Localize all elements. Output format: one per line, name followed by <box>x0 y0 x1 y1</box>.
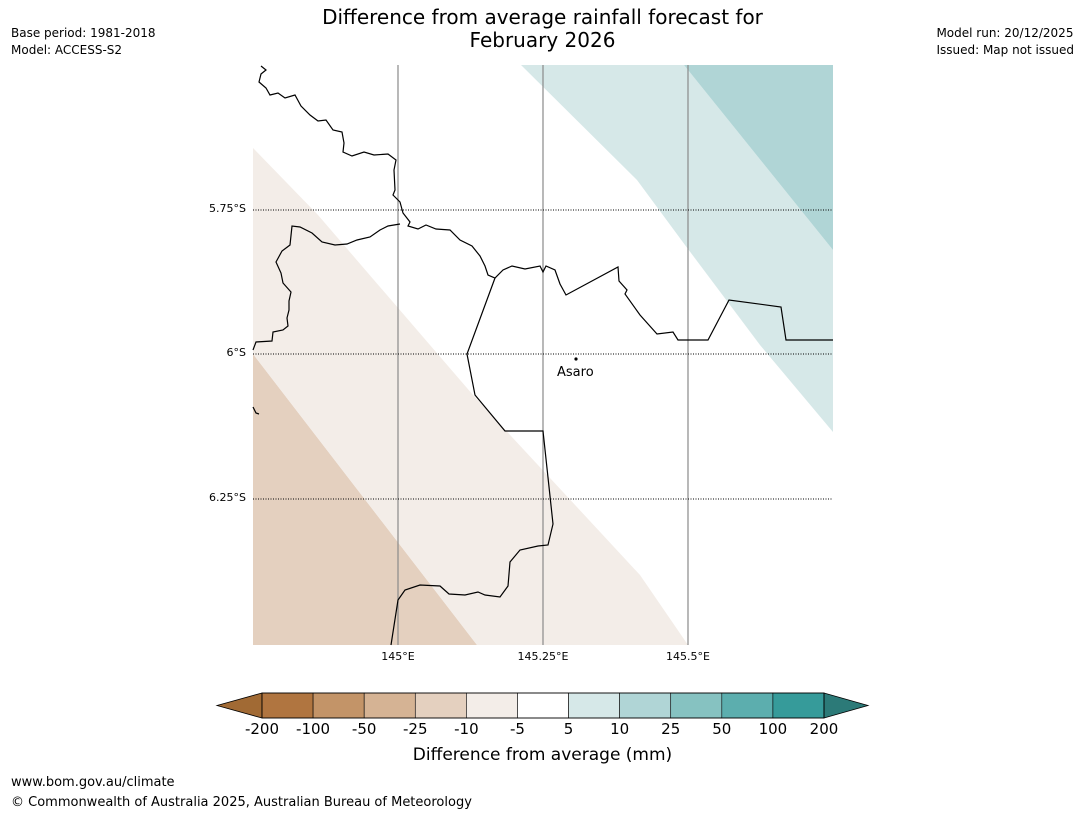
band-5-10 <box>521 65 833 432</box>
colorbar-tick-label: -100 <box>296 720 331 738</box>
colorbar-tick-label: 25 <box>661 720 681 738</box>
colorbar-tick-label: -5 <box>509 720 525 738</box>
colorbar-segment <box>261 692 314 719</box>
colorbar-outline <box>261 692 825 719</box>
colorbar-tick-label: 10 <box>610 720 630 738</box>
lon-label-145-5e: 145.5°E <box>666 650 710 663</box>
colorbar-tick-label: -200 <box>244 720 280 738</box>
title-line-1: Difference from average rainfall forecas… <box>322 5 763 29</box>
province-boundary-north <box>258 65 833 341</box>
lat-label-6-25s: 6.25°S <box>209 491 246 504</box>
colorbar-arrow-high <box>823 692 870 719</box>
colorbar-tick-label: -10 <box>454 720 479 738</box>
place-marker <box>574 357 578 361</box>
colorbar-tick-label: -50 <box>351 720 377 738</box>
map-title: Difference from average rainfall forecas… <box>0 6 1085 52</box>
colorbar-segment <box>619 692 672 719</box>
issued-status: Issued: Map not issued <box>936 43 1074 57</box>
model-run: Model run: 20/12/2025 <box>936 26 1074 40</box>
colorbar-tick-label: 100 <box>758 720 788 738</box>
lon-label-145-25e: 145.25°E <box>517 650 569 663</box>
colorbar-tick-label: -25 <box>403 720 428 738</box>
colorbar-segment <box>721 692 774 719</box>
colorbar-segment <box>670 692 723 719</box>
colorbar-tick-label: 200 <box>809 720 839 738</box>
colorbar-segment <box>568 692 620 719</box>
province-boundary-central <box>390 277 554 646</box>
colorbar-tick-label: 5 <box>563 720 574 738</box>
colorbar-segment <box>517 692 569 719</box>
colorbar-segment <box>772 692 825 719</box>
lat-label-6s: 6°S <box>226 346 246 359</box>
colorbar-arrow-low <box>215 692 263 719</box>
province-boundary-west <box>252 223 401 351</box>
colorbar <box>215 692 870 719</box>
meta-right: Model run: 20/12/2025 Issued: Map not is… <box>936 25 1074 59</box>
colorbar-segment <box>363 692 416 719</box>
base-period: Base period: 1981-2018 <box>11 26 156 40</box>
band-neg5-neg10 <box>253 148 688 645</box>
colorbar-tick-label: 50 <box>712 720 732 738</box>
lat-label-5-75s: 5.75°S <box>209 202 246 215</box>
map-panel <box>252 65 833 646</box>
colorbar-segment <box>466 692 518 719</box>
title-line-2: February 2026 <box>469 28 616 52</box>
colorbar-segment <box>312 692 365 719</box>
colorbar-segment <box>414 692 467 719</box>
footer-url: www.bom.gov.au/climate <box>11 775 175 790</box>
band-10-25 <box>684 65 833 250</box>
footer-copyright: © Commonwealth of Australia 2025, Austra… <box>11 795 472 810</box>
lon-label-145e: 145°E <box>381 650 415 663</box>
meta-left: Base period: 1981-2018 Model: ACCESS-S2 <box>11 25 156 59</box>
colorbar-label: Difference from average (mm) <box>412 745 673 765</box>
boundary-fragment <box>252 406 260 415</box>
model-name: Model: ACCESS-S2 <box>11 43 123 57</box>
place-label: Asaro <box>557 365 594 380</box>
